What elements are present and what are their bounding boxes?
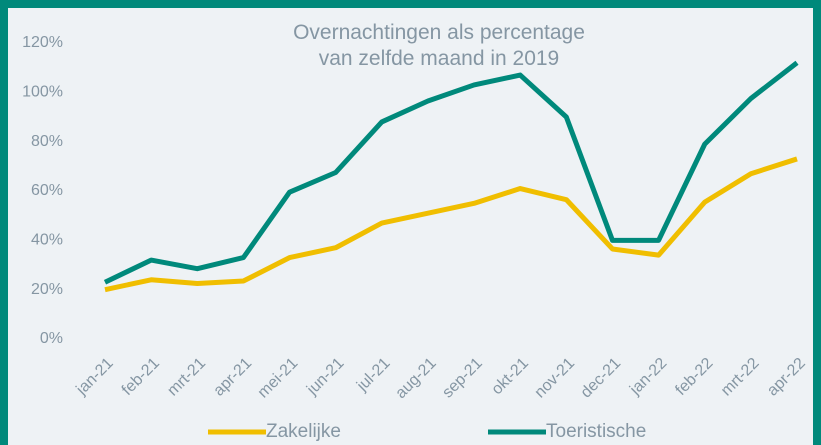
x-tick-label: feb-22 bbox=[672, 355, 716, 399]
x-tick-label: apr-21 bbox=[210, 355, 255, 400]
y-tick-label: 80% bbox=[31, 133, 63, 150]
x-tick-label: aug-21 bbox=[392, 355, 439, 402]
y-tick-label: 40% bbox=[31, 232, 63, 249]
y-tick-label: 120% bbox=[22, 34, 63, 51]
x-tick-label: jul-21 bbox=[353, 355, 393, 395]
x-tick-label: apr-22 bbox=[764, 355, 809, 400]
chart-area: 0% 20% 40% 60% 80% 100% 120% jan-21 feb-21 mrt-21… bbox=[8, 8, 813, 445]
x-tick-label: feb-21 bbox=[119, 355, 163, 399]
x-tick-label: sep-21 bbox=[439, 355, 486, 402]
x-tick-label: jun-21 bbox=[303, 355, 347, 399]
x-tick-label: jan-22 bbox=[626, 355, 670, 399]
legend-label: Toeristische bbox=[546, 421, 646, 442]
line-series bbox=[104, 156, 798, 293]
chart-title: Overnachtingen als percentage van zelfde… bbox=[293, 21, 585, 70]
x-tick-label: dec-21 bbox=[578, 355, 625, 402]
y-tick-label: 0% bbox=[40, 330, 63, 347]
x-tick-label: mrt-21 bbox=[164, 355, 209, 400]
y-tick-label: 60% bbox=[31, 182, 63, 199]
chart: 0% 20% 40% 60% 80% 100% 120% jan-21 feb-21 mrt-21… bbox=[22, 34, 809, 442]
x-tick-label: jan-21 bbox=[73, 355, 117, 399]
y-tick-label: 20% bbox=[31, 281, 63, 298]
line-series bbox=[103, 60, 799, 285]
x-tick-label: mei-21 bbox=[255, 355, 302, 402]
x-tick-label: okt-21 bbox=[489, 355, 533, 399]
y-tick-label: 100% bbox=[22, 84, 63, 101]
x-tick-label: mrt-22 bbox=[718, 355, 763, 400]
x-tick-label: nov-21 bbox=[532, 355, 579, 402]
legend-label: Zakelijke bbox=[266, 421, 341, 442]
